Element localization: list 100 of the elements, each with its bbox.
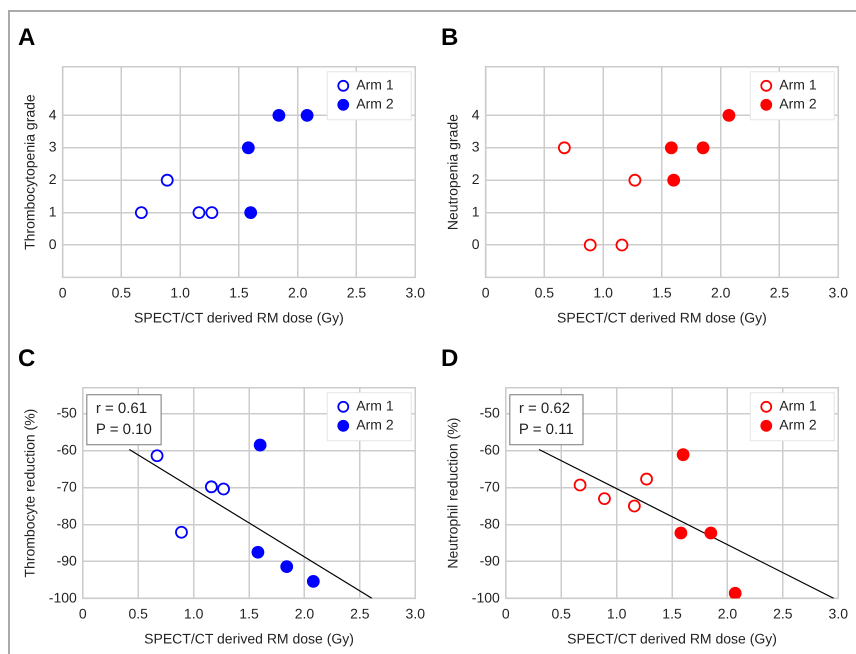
y-tick-label: -60 [56, 441, 78, 458]
point [598, 492, 611, 506]
point [134, 206, 148, 219]
legend-label: Arm 2 [779, 416, 817, 433]
legend-label: Arm 1 [356, 398, 394, 414]
x-tick-label: 2.0 [288, 284, 308, 301]
point [664, 141, 678, 154]
y-tick-label: -70 [56, 478, 78, 494]
point [667, 174, 680, 187]
point [674, 526, 688, 540]
point [254, 438, 267, 452]
y-tick-label: 4 [48, 106, 57, 122]
x-axis-title: SPECT/CT derived RM dose (Gy) [557, 309, 767, 326]
x-tick-label: 0.5 [551, 606, 572, 622]
point [150, 449, 164, 462]
y-tick-label: -50 [480, 404, 500, 421]
point [306, 575, 320, 588]
x-tick-label: 2.5 [350, 606, 370, 622]
y-tick-label: 4 [472, 106, 480, 122]
x-tick-label: 2.5 [346, 284, 366, 301]
y-tick-label: -100 [48, 589, 78, 606]
x-tick-label: 1.5 [662, 606, 682, 622]
x-tick-label: 1.0 [184, 606, 204, 622]
point [244, 206, 258, 219]
x-tick-label: 1.5 [229, 284, 249, 301]
y-tick-label: 0 [48, 236, 57, 252]
point [628, 500, 641, 512]
legend-label: Arm 2 [356, 96, 394, 112]
y-tick-label: -50 [56, 404, 78, 421]
annotation: P = 0.10 [96, 420, 152, 438]
legend-label: Arm 2 [356, 416, 394, 433]
chart-title: B [441, 24, 458, 52]
y-tick-label: -80 [480, 515, 500, 532]
chart-title: C [18, 345, 36, 372]
x-tick-label: 0.5 [112, 284, 132, 301]
y-tick-label: -70 [480, 478, 500, 494]
y-axis-title: Neutropenia grade [444, 114, 460, 230]
x-tick-label: 2.5 [770, 284, 790, 301]
point [558, 141, 571, 154]
x-tick-label: 1.0 [606, 606, 627, 622]
point [204, 480, 218, 494]
y-tick-label: 0 [472, 236, 480, 252]
point [160, 174, 174, 187]
x-tick-label: 2.0 [294, 606, 314, 622]
y-tick-label: 2 [48, 171, 57, 188]
point [300, 109, 314, 122]
y-tick-label: -90 [56, 552, 78, 568]
point [280, 560, 294, 574]
point [704, 526, 718, 540]
point [584, 238, 597, 252]
x-tick-label: 2.5 [773, 606, 793, 622]
y-tick-label: 2 [472, 171, 480, 188]
point [217, 482, 230, 496]
point [205, 206, 218, 219]
x-tick-label: 0.5 [534, 284, 554, 301]
y-tick-label: 1 [48, 203, 57, 220]
annotation: P = 0.11 [518, 420, 574, 438]
point [574, 478, 586, 492]
x-axis-title: SPECT/CT derived RM dose (Gy) [134, 309, 344, 326]
x-tick-label: 3.0 [828, 284, 848, 301]
legend-label: Arm 2 [779, 96, 817, 112]
x-tick-label: 1.0 [593, 284, 614, 301]
chart-title: A [18, 24, 36, 52]
point [696, 141, 710, 154]
x-tick-label: 1.0 [170, 284, 190, 301]
y-axis-title: Thrombocyte reduction (%) [21, 408, 38, 578]
point [252, 546, 264, 559]
point [722, 109, 736, 122]
point [616, 238, 628, 252]
point [640, 472, 653, 486]
x-tick-label: 1.5 [652, 284, 672, 301]
point [192, 206, 206, 219]
y-tick-label: -80 [56, 515, 78, 532]
point [676, 448, 690, 462]
x-tick-label: 2.0 [710, 284, 731, 301]
legend-label: Arm 1 [779, 398, 817, 414]
point [272, 109, 286, 122]
x-axis-title: SPECT/CT derived RM dose (Gy) [144, 630, 354, 646]
x-axis-title: SPECT/CT derived RM dose (Gy) [567, 630, 777, 646]
y-tick-label: -100 [472, 589, 500, 606]
y-tick-label: -90 [480, 552, 500, 568]
x-tick-label: 1.5 [239, 606, 259, 622]
x-tick-label: 3.0 [406, 606, 426, 622]
y-tick-label: 3 [48, 138, 57, 155]
annotation: r = 0.62 [518, 400, 570, 417]
y-tick-label: 1 [472, 203, 480, 220]
point [175, 526, 188, 539]
point [628, 174, 642, 187]
y-axis-title: Neutrophil reduction (%) [444, 418, 460, 569]
x-tick-label: 0.5 [128, 606, 148, 622]
y-tick-label: -60 [480, 441, 500, 458]
legend-label: Arm 1 [356, 76, 394, 93]
y-tick-label: 3 [472, 138, 480, 155]
point [728, 586, 742, 598]
annotation: r = 0.61 [96, 400, 148, 417]
x-tick-label: 2.0 [718, 606, 738, 622]
x-tick-label: 3.0 [828, 606, 848, 622]
legend-label: Arm 1 [779, 76, 817, 93]
x-tick-label: 3.0 [406, 284, 426, 301]
point [242, 141, 255, 154]
